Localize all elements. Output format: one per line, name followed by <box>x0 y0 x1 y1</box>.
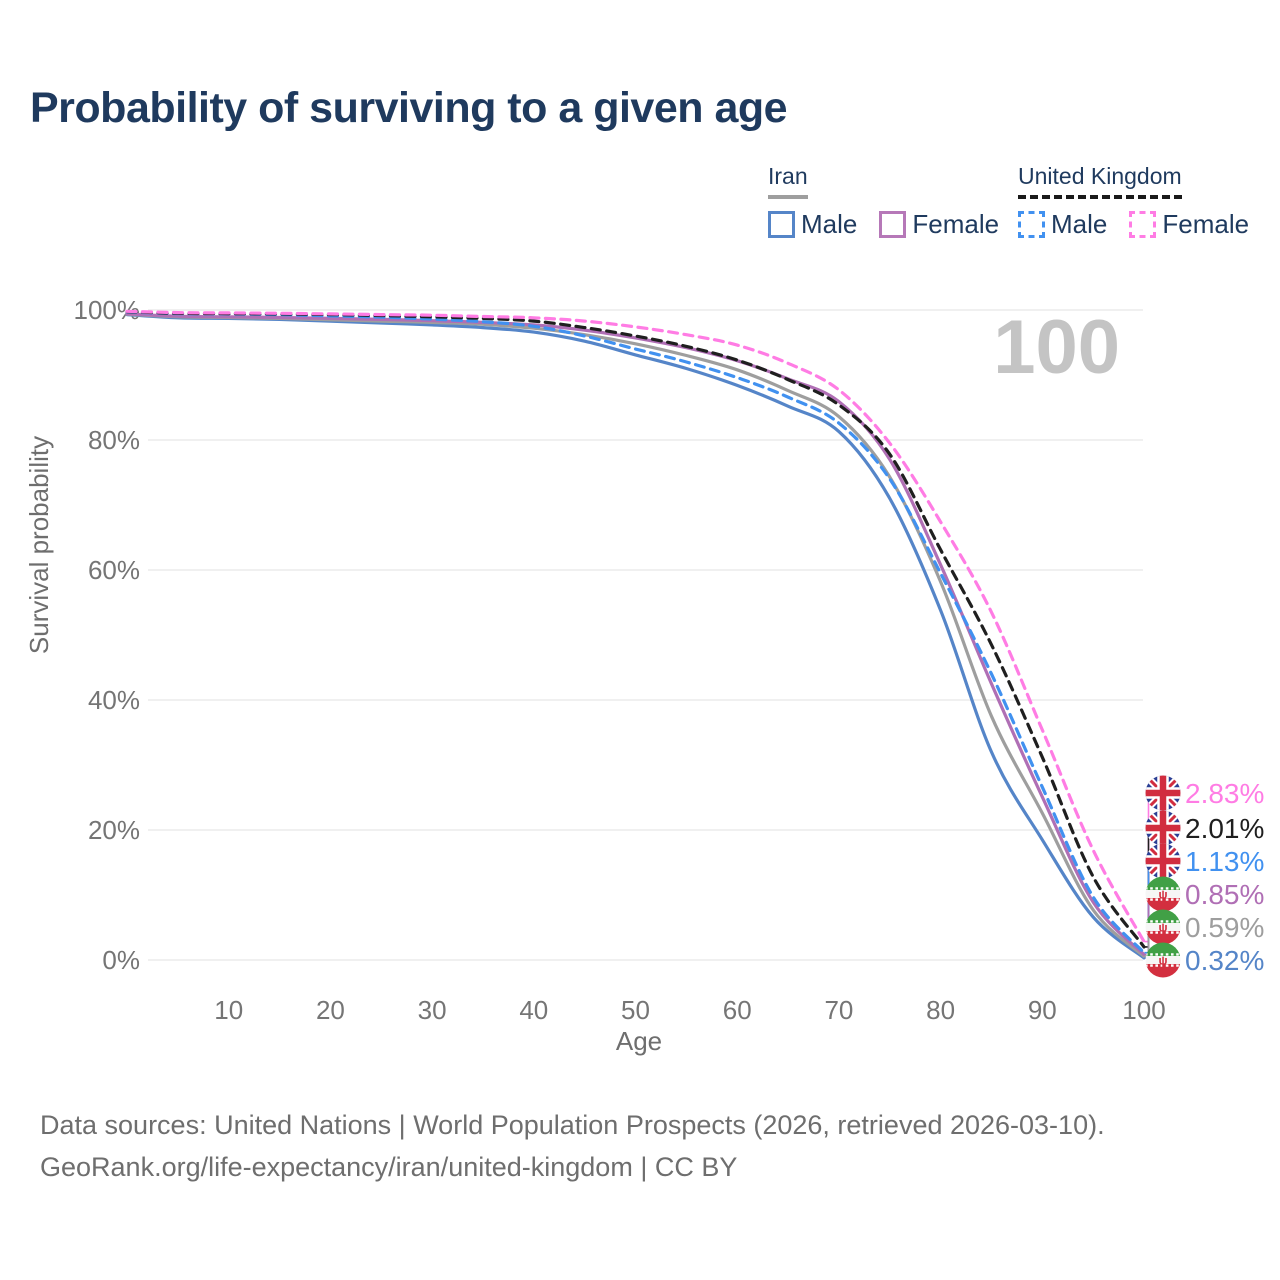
end-label-united-kingdom-both-sexes: 2.01% <box>1185 813 1264 844</box>
y-axis-title: Survival probability <box>24 436 54 654</box>
legend-item-uk-female[interactable]: Female <box>1129 209 1249 240</box>
iran-male-swatch-icon <box>768 211 795 238</box>
x-tick-10: 10 <box>214 995 243 1025</box>
x-tick-100: 100 <box>1122 995 1165 1025</box>
footer-data-sources: Data sources: United Nations | World Pop… <box>40 1110 1105 1140</box>
y-tick-20%: 20% <box>88 815 140 845</box>
curve-united-kingdom-female[interactable] <box>125 309 1146 944</box>
gridlines <box>148 309 1143 961</box>
iran-female-swatch-icon <box>879 211 907 238</box>
x-tick-70: 70 <box>824 995 853 1025</box>
legend-label-uk-female: Female <box>1162 209 1250 239</box>
x-tick-80: 80 <box>926 995 955 1025</box>
curve-iran-female[interactable] <box>125 312 1146 957</box>
x-tick-90: 90 <box>1028 995 1057 1025</box>
legend-item-uk-male[interactable]: Male <box>1018 209 1107 240</box>
legend-group-iran: Iran Male Female <box>768 163 1021 240</box>
curve-iran-male[interactable] <box>125 313 1146 960</box>
legend-label-iran-female: Female <box>912 209 1000 239</box>
x-tick-20: 20 <box>316 995 345 1025</box>
page-title: Probability of surviving to a given age <box>30 84 788 132</box>
y-tick-60%: 60% <box>88 555 140 585</box>
legend-group-united-kingdom: United Kingdom Male Female <box>1018 163 1271 240</box>
curve-united-kingdom-both-sexes[interactable] <box>125 310 1146 949</box>
x-axis-tick-labels: 10 20 30 40 50 60 70 80 90 100 <box>214 995 1165 1025</box>
x-tick-30: 30 <box>418 995 447 1025</box>
survival-curves <box>125 309 1146 960</box>
uk-male-swatch-icon <box>1018 211 1045 238</box>
age-watermark: 100 <box>993 305 1120 390</box>
x-axis-title: Age <box>616 1026 662 1056</box>
legend-item-iran-male[interactable]: Male <box>768 209 857 240</box>
x-tick-40: 40 <box>519 995 548 1025</box>
y-tick-0%: 0% <box>102 945 140 975</box>
legend-iran-title: Iran <box>768 163 808 199</box>
legend-iran-row: Male Female <box>768 209 1021 240</box>
uk-female-swatch-icon <box>1129 211 1157 238</box>
end-label-united-kingdom-male: 1.13% <box>1185 846 1264 877</box>
x-tick-50: 50 <box>621 995 650 1025</box>
legend-label-uk-male: Male <box>1051 209 1108 239</box>
uk-flag-icon <box>1145 843 1181 879</box>
iran-flag-icon <box>1145 942 1181 978</box>
curve-iran-both-sexes[interactable] <box>125 312 1146 958</box>
end-label-iran-female: 0.85% <box>1185 879 1264 910</box>
footer-attribution: GeoRank.org/life-expectancy/iran/united-… <box>40 1152 738 1182</box>
y-axis-tick-labels: 0%20%40%60%80%100% <box>74 295 141 975</box>
uk-flag-icon <box>1145 775 1181 811</box>
legend-item-iran-female[interactable]: Female <box>879 209 999 240</box>
curve-united-kingdom-male[interactable] <box>125 310 1146 955</box>
y-tick-40%: 40% <box>88 685 140 715</box>
uk-flag-icon <box>1145 810 1181 846</box>
legend-label-iran-male: Male <box>801 209 858 239</box>
end-value-labels: 2.83% 2.01%1.13%0.85%0.59%0.32% <box>1145 775 1264 978</box>
iran-flag-icon <box>1145 876 1181 912</box>
legend-uk-row: Male Female <box>1018 209 1271 240</box>
end-label-united-kingdom-female: 2.83% <box>1185 778 1264 809</box>
end-label-iran-male: 0.32% <box>1185 945 1264 976</box>
y-tick-80%: 80% <box>88 425 140 455</box>
end-label-iran-both-sexes: 0.59% <box>1185 912 1264 943</box>
x-tick-60: 60 <box>723 995 752 1025</box>
legend-uk-title: United Kingdom <box>1018 163 1182 199</box>
footer: Data sources: United Nations | World Pop… <box>40 1104 1105 1188</box>
iran-flag-icon <box>1145 909 1181 945</box>
